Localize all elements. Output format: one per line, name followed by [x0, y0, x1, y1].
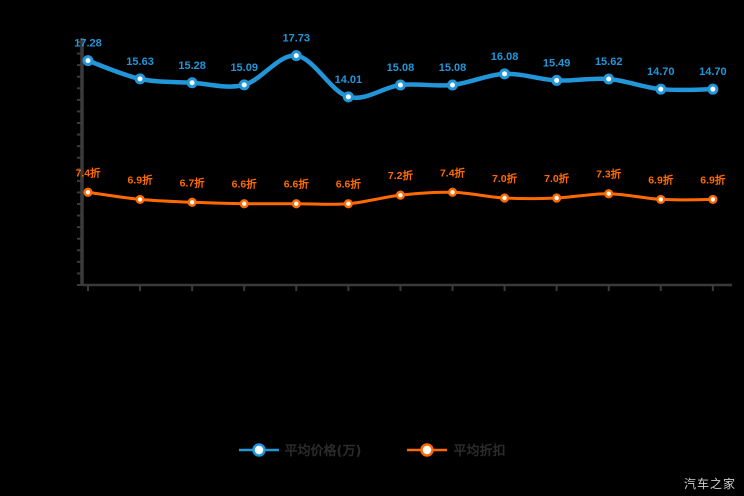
- legend-item-discount[interactable]: 平均折扣: [407, 440, 505, 459]
- data-label: 7.0折: [492, 172, 518, 185]
- data-label: 6.9折: [648, 173, 674, 186]
- data-label: 15.09: [230, 62, 258, 74]
- data-label: 7.4折: [75, 166, 101, 179]
- ring-marker-blue-icon: [238, 442, 279, 457]
- data-label: 6.9折: [128, 173, 154, 186]
- ring-marker-orange-icon: [407, 442, 448, 457]
- data-label: 6.7折: [180, 176, 206, 189]
- data-label: 14.01: [335, 74, 363, 86]
- data-label: 7.0折: [544, 172, 570, 185]
- data-label: 14.70: [699, 66, 727, 78]
- legend-label-price: 平均价格(万): [284, 444, 362, 459]
- data-label: 7.2折: [388, 169, 414, 182]
- data-label: 6.6折: [232, 178, 258, 191]
- data-label: 14.70: [647, 66, 675, 78]
- line-chart: 17.28 15.63 15.28 15.09 17.73 14.01 15.08 15.08…: [74, 33, 732, 291]
- legend-item-price[interactable]: 平均价格(万): [238, 440, 362, 459]
- data-label: 15.62: [595, 56, 623, 68]
- data-label: 15.08: [439, 62, 467, 74]
- data-label: 6.6折: [336, 178, 362, 191]
- data-label: 15.49: [543, 57, 571, 69]
- watermark: 汽车之家: [683, 477, 736, 491]
- data-label: 7.4折: [440, 166, 466, 179]
- data-label: 6.6折: [284, 178, 310, 191]
- data-label: 17.73: [283, 33, 311, 45]
- data-label: 7.3折: [596, 168, 622, 181]
- data-label: 15.08: [387, 62, 415, 74]
- data-label: 17.28: [74, 38, 102, 50]
- data-label: 6.9折: [700, 173, 726, 186]
- data-label: 15.28: [178, 60, 206, 72]
- legend-label-discount: 平均折扣: [453, 444, 506, 459]
- data-label: 15.63: [126, 56, 154, 68]
- chart-legend: 平均价格(万) 平均折扣: [0, 440, 744, 459]
- data-label: 16.08: [491, 51, 519, 63]
